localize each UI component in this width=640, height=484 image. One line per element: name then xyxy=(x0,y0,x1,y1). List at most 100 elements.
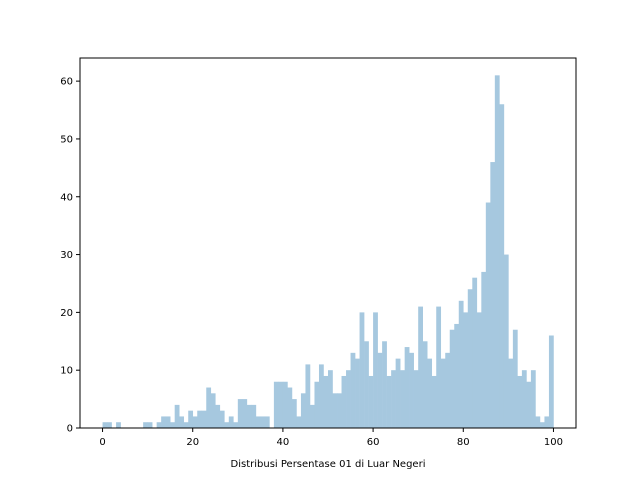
histogram-bar xyxy=(242,399,248,428)
histogram-bar xyxy=(526,381,532,428)
histogram-bar xyxy=(210,393,216,428)
histogram-bar xyxy=(116,422,121,428)
histogram-bar xyxy=(382,341,387,428)
histogram-bar xyxy=(251,404,257,429)
histogram-bar xyxy=(454,323,460,428)
axes-frame xyxy=(79,57,577,429)
histogram-bar xyxy=(481,271,487,428)
histogram-bar xyxy=(350,352,356,428)
histogram-bar xyxy=(458,300,464,428)
x-tick-label: 80 xyxy=(457,437,470,448)
histogram-bar xyxy=(323,375,329,428)
x-tick-label: 0 xyxy=(99,437,105,448)
histogram-bar xyxy=(219,410,225,428)
histogram-bar xyxy=(305,364,311,428)
x-tick-label: 60 xyxy=(367,437,380,448)
histogram-bar xyxy=(255,416,261,428)
histogram-bar xyxy=(364,341,369,428)
histogram-bar xyxy=(332,393,338,428)
histogram-bar xyxy=(418,306,423,428)
y-tick-label: 50 xyxy=(60,134,73,145)
y-ticks-group: 0 10 20 30 40 50 60 xyxy=(60,77,80,435)
histogram-bar xyxy=(517,375,523,428)
x-tick-label: 40 xyxy=(277,437,290,448)
histogram-bar xyxy=(494,75,500,428)
histogram-bar xyxy=(404,347,410,428)
histogram-bar xyxy=(548,335,554,428)
histogram-bar xyxy=(215,404,221,429)
histogram-bar xyxy=(224,422,230,428)
histogram-bar xyxy=(161,416,166,428)
histogram-bar xyxy=(395,358,401,429)
histogram-bar xyxy=(341,375,347,428)
histogram-bar xyxy=(449,329,455,428)
histogram-bar xyxy=(314,381,320,428)
histogram-bar xyxy=(535,416,541,428)
y-tick-label: 60 xyxy=(60,77,73,88)
histogram-bar xyxy=(179,416,185,428)
histogram-bar xyxy=(530,370,536,428)
histogram-bar xyxy=(337,393,342,428)
histogram-bar xyxy=(490,162,496,428)
y-tick-label: 10 xyxy=(60,366,73,377)
histogram-bar xyxy=(499,104,505,428)
histogram-bar xyxy=(188,410,194,428)
x-ticks-group: 0 20 40 60 80 100 xyxy=(99,428,563,448)
histogram-bar xyxy=(359,312,365,429)
histogram-bar xyxy=(386,375,392,428)
histogram-bar xyxy=(282,381,288,428)
x-axis-label: Distribusi Persentase 01 di Luar Negeri xyxy=(231,459,426,470)
y-tick-label: 40 xyxy=(60,192,73,203)
histogram-bar xyxy=(246,404,252,429)
histogram-bar xyxy=(409,352,414,428)
histogram-bar xyxy=(355,358,360,429)
histogram-bar xyxy=(436,306,442,428)
histogram-bar xyxy=(237,399,243,428)
histogram-bar xyxy=(107,422,112,428)
histogram-bar xyxy=(264,416,270,428)
histogram-bar xyxy=(503,254,509,428)
histogram-bar xyxy=(467,289,473,428)
histogram-bar xyxy=(309,404,315,429)
histogram-bar xyxy=(170,422,175,428)
histogram-bar xyxy=(445,352,451,428)
histogram-bar xyxy=(260,416,266,428)
y-tick-label: 0 xyxy=(67,424,73,435)
y-tick-label: 20 xyxy=(60,308,73,319)
histogram-bar xyxy=(206,387,212,428)
histogram-bar xyxy=(373,312,378,429)
histogram-bar xyxy=(273,381,279,428)
histogram-bar xyxy=(368,375,374,428)
histogram-bar xyxy=(539,422,545,428)
histogram-bar xyxy=(485,202,491,428)
histogram-bar xyxy=(192,416,198,428)
histogram-bar xyxy=(156,422,162,428)
histogram-bar xyxy=(377,352,383,428)
histogram-bar xyxy=(512,329,518,428)
x-tick-label: 100 xyxy=(544,437,563,448)
histogram-bar xyxy=(422,341,428,428)
histogram-bar xyxy=(400,370,405,428)
histogram-bar xyxy=(521,370,527,428)
histogram-bar xyxy=(427,358,433,429)
x-tick-label: 20 xyxy=(186,437,199,448)
histogram-bar xyxy=(318,364,324,428)
histogram-bar xyxy=(300,393,306,428)
histogram-bar xyxy=(508,358,514,429)
histogram-bar xyxy=(228,416,234,428)
histogram-bar xyxy=(463,312,469,429)
histogram-bar xyxy=(197,410,203,428)
histogram-bar xyxy=(328,370,333,428)
histogram-bar xyxy=(413,370,419,428)
bars-group xyxy=(102,75,554,429)
histogram-bar xyxy=(346,370,351,428)
histogram-bar xyxy=(287,387,293,428)
histogram-bar xyxy=(391,370,396,428)
histogram-bar xyxy=(201,410,207,428)
histogram-bar xyxy=(233,422,239,428)
histogram-bar xyxy=(476,312,482,429)
histogram-bar xyxy=(165,416,171,428)
histogram-bar xyxy=(278,381,284,428)
